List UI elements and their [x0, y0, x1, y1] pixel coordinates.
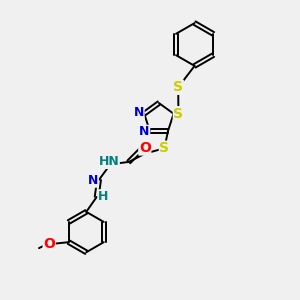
Text: S: S	[159, 141, 170, 155]
Text: N: N	[88, 174, 98, 187]
Text: S: S	[173, 80, 183, 94]
Text: N: N	[139, 125, 150, 138]
Text: S: S	[173, 107, 183, 121]
Text: HN: HN	[98, 155, 119, 168]
Text: O: O	[43, 237, 55, 251]
Text: N: N	[134, 106, 144, 119]
Text: O: O	[139, 141, 151, 155]
Text: H: H	[98, 190, 108, 203]
